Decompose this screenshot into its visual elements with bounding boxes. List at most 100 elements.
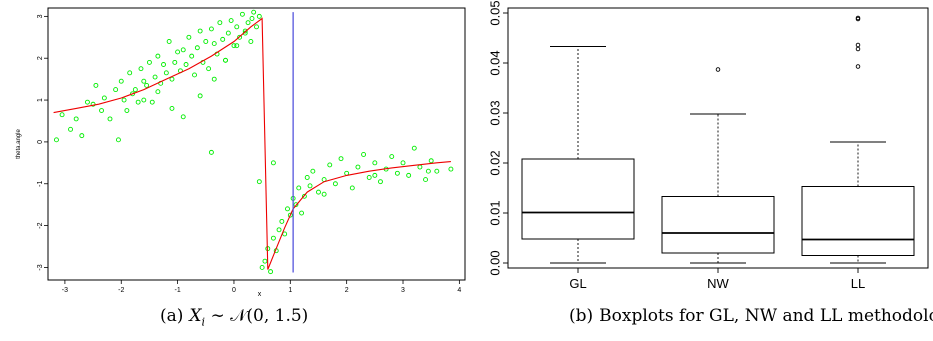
data-point	[276, 227, 282, 233]
x-axis-label: x	[258, 291, 262, 298]
data-point	[310, 168, 316, 174]
data-point	[400, 160, 406, 166]
data-point	[194, 45, 200, 51]
y-tick-label: 0.05	[487, 0, 502, 25]
data-point	[79, 133, 85, 139]
data-point	[307, 183, 313, 189]
data-point	[118, 78, 124, 84]
data-point	[59, 112, 65, 118]
y-tick-label: -1	[37, 181, 44, 187]
data-point	[254, 24, 259, 30]
box-nw	[661, 196, 775, 254]
data-point	[448, 166, 454, 172]
data-point	[406, 172, 412, 178]
data-point	[211, 76, 217, 82]
data-point	[161, 62, 166, 67]
data-point	[166, 39, 172, 44]
x-tick-label: 4	[457, 287, 461, 294]
data-point	[121, 97, 127, 103]
data-point	[99, 108, 104, 113]
x-tick-label: -3	[62, 287, 68, 294]
data-point	[130, 91, 135, 97]
data-point	[304, 175, 310, 180]
data-point	[242, 28, 248, 34]
data-point	[155, 53, 161, 59]
data-point	[124, 108, 130, 113]
data-point	[189, 53, 195, 59]
data-point	[245, 20, 251, 26]
data-point	[197, 93, 203, 99]
data-point	[372, 160, 378, 166]
data-point	[394, 170, 400, 176]
data-point	[217, 20, 223, 26]
data-point	[378, 179, 383, 185]
y-tick-label: 0	[37, 140, 44, 144]
data-point	[180, 47, 186, 53]
data-point	[135, 99, 141, 105]
data-point	[228, 18, 234, 24]
data-point	[234, 43, 240, 49]
fit-curve	[53, 17, 451, 270]
data-point	[423, 177, 429, 183]
data-point	[425, 168, 431, 174]
data-point	[417, 164, 423, 170]
data-point	[285, 206, 290, 212]
data-point	[172, 59, 178, 65]
data-point	[251, 9, 257, 15]
x-tick-label: LL	[851, 276, 865, 291]
box-gl	[521, 158, 635, 240]
data-point	[138, 66, 144, 72]
data-point	[361, 152, 367, 157]
data-point	[223, 57, 228, 63]
data-point	[249, 16, 255, 21]
data-point	[169, 76, 175, 82]
data-point	[270, 235, 276, 241]
y-tick-label: 2	[37, 56, 44, 60]
data-point	[321, 191, 327, 197]
outlier-point	[715, 67, 721, 72]
data-point	[192, 72, 197, 78]
y-tick-label: -3	[37, 264, 44, 270]
y-axis-label: theta.angle	[16, 128, 22, 158]
data-point	[256, 179, 262, 185]
x-tick-label: 0	[232, 287, 236, 294]
data-point	[270, 160, 276, 166]
y-tick-label: 0.03	[487, 100, 502, 125]
x-tick-label: -2	[118, 287, 124, 294]
data-point	[146, 59, 152, 65]
data-point	[299, 210, 305, 216]
data-point	[332, 181, 338, 187]
data-point	[180, 114, 186, 120]
data-point	[338, 156, 344, 162]
data-point	[175, 49, 181, 55]
caption-a-tag: (a)	[160, 306, 184, 326]
data-point	[239, 11, 245, 17]
data-point	[234, 24, 240, 30]
x-tick-label: NW	[707, 276, 729, 291]
caption-a-rest: ∼ 𝒩(0, 1.5)	[205, 306, 309, 326]
data-point	[434, 168, 440, 174]
data-point	[208, 149, 214, 155]
scatter-chart: -3 -2 -1 0 1 2 3 4 -3 -2 -1 0 1 2 3 x theta.angle	[16, 7, 466, 298]
data-point	[355, 164, 361, 170]
y-tick-label: -2	[37, 222, 44, 228]
data-point	[149, 99, 155, 105]
data-point	[203, 39, 209, 44]
data-point	[220, 36, 226, 42]
data-point	[301, 193, 307, 199]
data-point	[225, 30, 231, 36]
outlier-point	[855, 64, 861, 69]
data-point	[73, 116, 79, 122]
data-point	[296, 185, 302, 191]
y-tick-label: 0.01	[487, 200, 502, 225]
data-point	[287, 212, 293, 218]
x-tick-label: 3	[401, 287, 405, 294]
caption-b: (b)Boxplots for GL, NW and LL methodolog…	[569, 306, 933, 326]
data-point	[113, 87, 119, 93]
data-point	[372, 172, 378, 178]
caption-a-sub: i	[201, 315, 206, 329]
data-point	[141, 78, 147, 84]
data-point	[248, 39, 254, 44]
x-tick-label: 2	[345, 287, 349, 294]
data-point	[90, 101, 96, 107]
